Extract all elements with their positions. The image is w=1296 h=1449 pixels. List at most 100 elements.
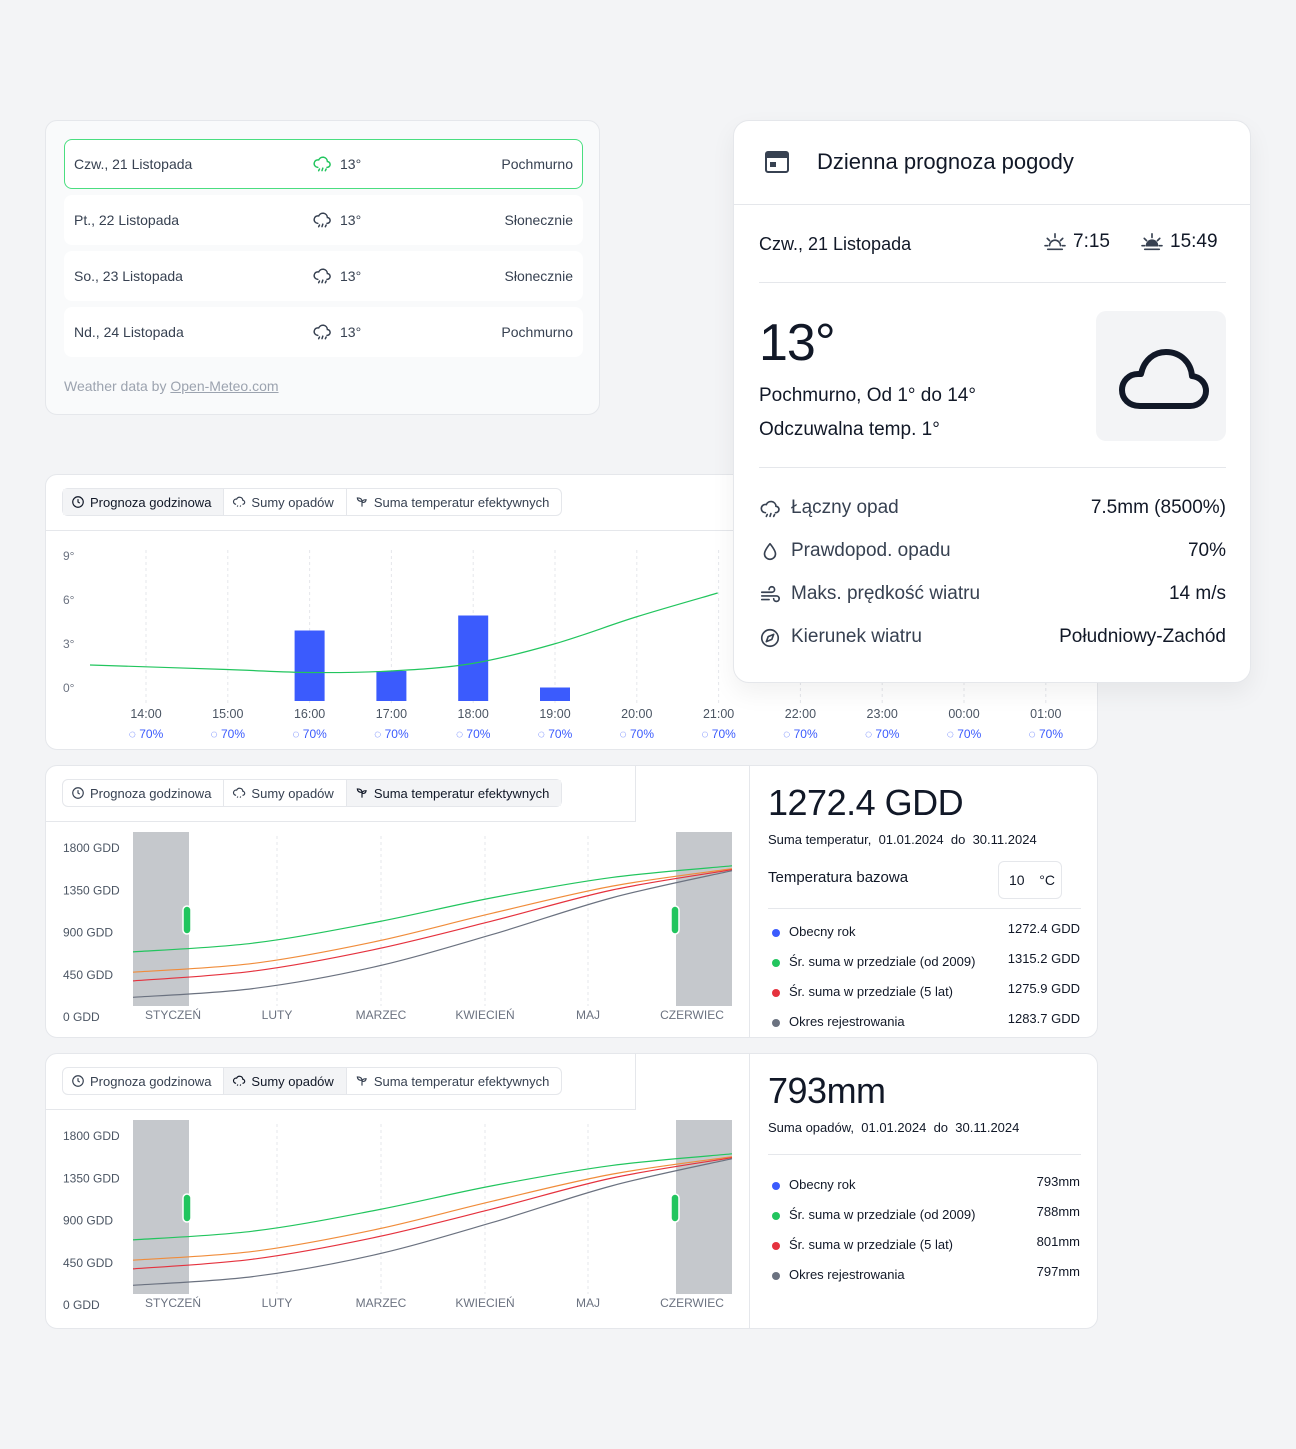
x-tick-label: CZERWIEC: [660, 1008, 724, 1022]
precip-probability: ◌ 70%: [456, 727, 491, 741]
x-tick-label: 23:00: [867, 707, 898, 721]
range-to-word: do: [950, 832, 966, 847]
forecast-day-row[interactable]: Czw., 21 Listopada 13° Pochmurno: [64, 139, 583, 189]
series-line: [132, 869, 733, 982]
y-tick-label: 450 GDD: [63, 1256, 113, 1270]
y-tick-label: 0 GDD: [63, 1010, 100, 1024]
range-handle-left: [182, 1193, 192, 1223]
tab-rain[interactable]: Sumy opadów: [224, 1068, 347, 1094]
forecast-day-row[interactable]: So., 23 Listopada 13° Słonecznie: [64, 251, 583, 301]
tab-rain[interactable]: Sumy opadów: [224, 780, 347, 806]
range-to[interactable]: 30.11.2024: [972, 832, 1037, 847]
hourly-chart: 9° 6° 3° 0° 14:00 ◌ 70% 15:00 ◌ 70% 16:00 ◌ 70% 17…: [63, 549, 1063, 741]
range-label: Suma opadów,: [768, 1120, 855, 1135]
forecast-list-card: Czw., 21 Listopada 13° Pochmurno Pt., 22…: [45, 120, 600, 415]
x-tick-label: 18:00: [458, 707, 489, 721]
cloud-icon: [1119, 349, 1209, 409]
legend-label: Okres rejestrowania: [789, 1014, 905, 1029]
stat-value: 14 m/s: [1168, 583, 1226, 604]
tab-gdd[interactable]: Suma temperatur efektywnych: [347, 1068, 562, 1094]
y-tick-label: 450 GDD: [63, 968, 113, 982]
legend-item: Śr. suma w przedziale (od 2009) 1315.2 GD…: [772, 951, 1082, 969]
clock-icon: [72, 1075, 84, 1087]
tab-gdd[interactable]: Suma temperatur efektywnych: [346, 780, 562, 806]
y-tick-label: 6°: [63, 593, 75, 607]
range-to[interactable]: 30.11.2024: [955, 1120, 1020, 1135]
legend-label: Śr. suma w przedziale (od 2009): [789, 954, 976, 969]
y-tick-label: 1350 GDD: [63, 1171, 120, 1185]
chart-tabs: Prognoza godzinowa Sumy opadów Suma temp…: [62, 779, 563, 807]
tab-rain[interactable]: Sumy opadów: [224, 489, 347, 515]
divider: [635, 766, 636, 822]
day-temp: 13°: [340, 268, 362, 284]
day-condition: Słonecznie: [504, 212, 574, 228]
range-label: Suma temperatur,: [768, 832, 872, 847]
series-line: [132, 865, 733, 953]
legend-value: 797mm: [1036, 1264, 1080, 1279]
x-tick-label: MAJ: [576, 1296, 600, 1310]
precip-probability: ◌ 70%: [947, 727, 982, 741]
day-condition: Pochmurno: [501, 156, 573, 172]
base-temp-input[interactable]: 10 °C: [998, 861, 1062, 899]
y-tick-label: 1800 GDD: [63, 1129, 120, 1143]
legend-item: Okres rejestrowania 1283.7 GDD: [772, 1011, 1082, 1029]
precip-probability: ◌ 70%: [620, 727, 655, 741]
legend-value: 1315.2 GDD: [1007, 951, 1080, 966]
divider: [759, 467, 1226, 468]
range-from[interactable]: 01.01.2024: [861, 1120, 927, 1135]
series-line: [132, 1156, 733, 1261]
precip-probability: ◌ 70%: [374, 727, 409, 741]
wind-icon: [760, 585, 780, 603]
tab-gdd[interactable]: Suma temperatur efektywnych: [347, 489, 562, 515]
tab-hourly[interactable]: Prognoza godzinowa: [63, 1068, 225, 1094]
stat-label: Łączny opad: [791, 497, 899, 518]
y-tick-label: 0°: [63, 681, 75, 695]
y-tick-label: 1800 GDD: [63, 841, 120, 855]
legend-item: Obecny rok 1272.4 GDD: [772, 921, 1082, 939]
forecast-day-row[interactable]: Nd., 24 Listopada 13° Pochmurno: [64, 307, 583, 357]
x-tick-label: 21:00: [703, 707, 734, 721]
droplet-icon: [763, 542, 777, 561]
range-from[interactable]: 01.01.2024: [878, 832, 944, 847]
precip-bar: [376, 671, 407, 701]
x-tick-label: 14:00: [130, 707, 161, 721]
forecast-day-row[interactable]: Pt., 22 Listopada 13° Słonecznie: [64, 195, 583, 245]
precip-probability: ◌ 70%: [701, 727, 736, 741]
stat-label: Kierunek wiatru: [791, 626, 922, 647]
legend-label: Okres rejestrowania: [789, 1267, 905, 1282]
rain-cloud-icon: [313, 212, 331, 228]
precip-bar: [458, 615, 489, 701]
precip-probability: ◌ 70%: [783, 727, 818, 741]
x-tick-label: MARZEC: [356, 1296, 407, 1310]
daily-date: Czw., 21 Listopada: [759, 234, 912, 254]
open-meteo-link[interactable]: Open-Meteo.com: [170, 378, 279, 394]
tab-hourly[interactable]: Prognoza godzinowa: [63, 489, 225, 515]
daily-condition: Pochmurno, Od 1° do 14°: [759, 385, 976, 406]
x-tick-label: 16:00: [294, 707, 325, 721]
y-tick-label: 900 GDD: [63, 926, 113, 940]
x-tick-label: STYCZEŃ: [145, 1007, 201, 1022]
tab-hourly[interactable]: Prognoza godzinowa: [63, 780, 225, 806]
x-tick-label: 01:00: [1030, 707, 1061, 721]
day-date: Czw., 21 Listopada: [74, 156, 193, 172]
series-line: [132, 1153, 733, 1241]
x-tick-label: 17:00: [376, 707, 407, 721]
sprout-icon: [356, 788, 367, 798]
stat-value: Południowy-Zachód: [1059, 626, 1226, 647]
legend-label: Śr. suma w przedziale (od 2009): [789, 1207, 976, 1222]
x-tick-label: 22:00: [785, 707, 816, 721]
x-tick-label: KWIECIEŃ: [455, 1007, 514, 1022]
legend-value: 1275.9 GDD: [1007, 981, 1080, 996]
tab-label: Sumy opadów: [251, 785, 334, 801]
precip-bar: [294, 630, 325, 701]
precip-probability: ◌ 70%: [211, 727, 246, 741]
base-temp-value: 10: [1009, 872, 1025, 888]
data-credit: Weather data by Open-Meteo.com: [64, 378, 279, 394]
legend-dot: [772, 958, 780, 967]
range-to-word: do: [933, 1120, 949, 1135]
daily-title: Dzienna prognoza pogody: [817, 149, 1074, 174]
day-condition: Pochmurno: [501, 324, 573, 340]
feels-like: Odczuwalna temp. 1°: [759, 419, 940, 440]
rain-range: Suma opadów, 01.01.2024 do 30.11.2024: [768, 1120, 1019, 1135]
sunrise: 7:15: [1044, 231, 1110, 253]
